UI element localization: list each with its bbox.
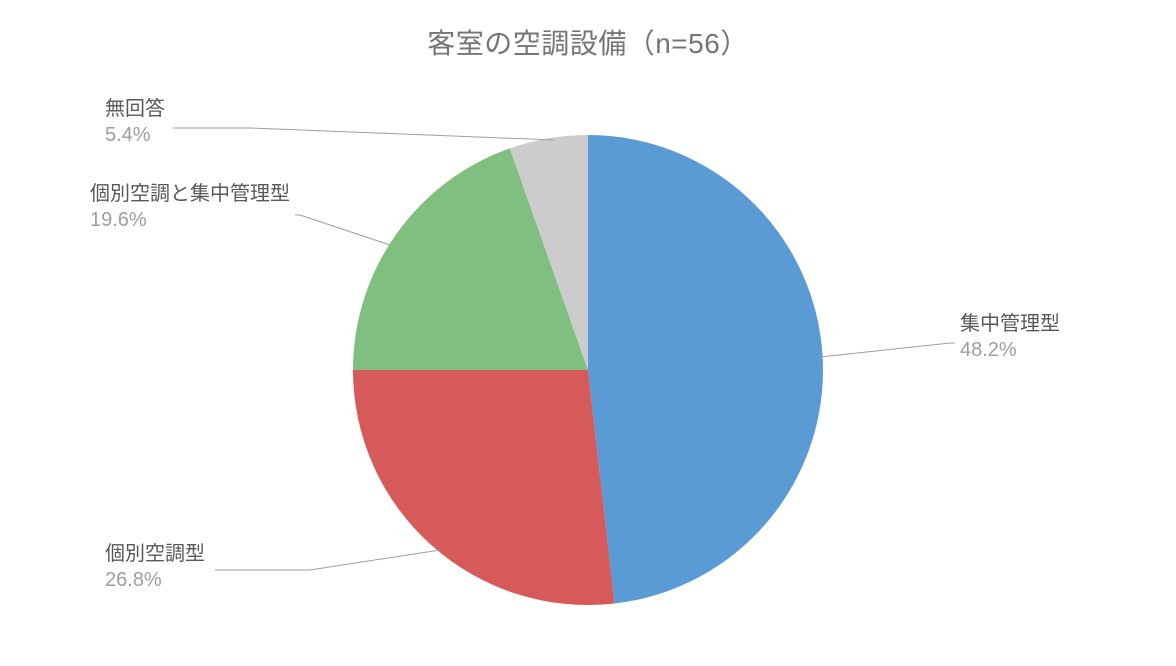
- leader-line: [215, 550, 440, 570]
- pie-slice: [353, 370, 615, 605]
- leader-line: [820, 343, 955, 357]
- pie-chart-svg: 集中管理型 48.2% 個別空調型 26.8% 個別空調と集中管理型 19.6% 無回答 5.…: [0, 0, 1176, 666]
- slice-label-percent: 26.8%: [105, 569, 162, 591]
- pie-chart-container: 客室の空調設備（n=56） 集中管理型48.2%個別空調型26.8%個別空調と集…: [0, 0, 1176, 666]
- slice-label-name: 個別空調と集中管理型: [90, 182, 290, 205]
- leader-line: [295, 215, 390, 245]
- slice-label-name: 集中管理型: [960, 312, 1060, 335]
- slice-label-percent: 5.4%: [105, 124, 151, 146]
- leader-line: [173, 128, 555, 140]
- pie-slice: [588, 135, 823, 603]
- slice-label-name: 無回答: [105, 97, 165, 120]
- slice-label-name: 個別空調型: [105, 542, 205, 565]
- slice-label-percent: 48.2%: [960, 339, 1017, 361]
- slice-label-percent: 19.6%: [90, 209, 147, 231]
